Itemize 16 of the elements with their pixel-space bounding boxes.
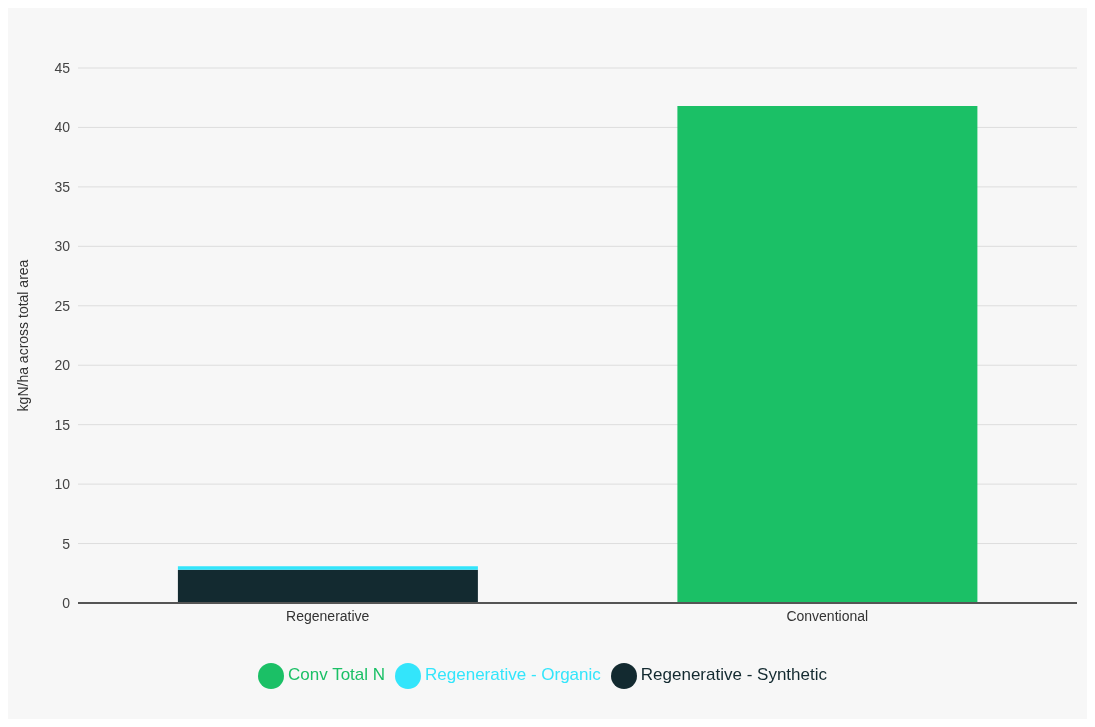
y-tick-label: 15: [54, 416, 71, 433]
y-axis-title: kgN/ha across total area: [14, 259, 31, 412]
y-tick-label: 30: [54, 238, 71, 255]
legend-label: Regenerative - Organic: [425, 665, 601, 685]
y-tick-label: 35: [54, 178, 71, 195]
y-tick-label: 45: [54, 59, 71, 76]
y-tick-label: 20: [54, 357, 71, 374]
legend-label: Conv Total N: [288, 665, 386, 685]
legend-label: Regenerative - Synthetic: [640, 665, 827, 685]
x-tick-label: Regenerative: [286, 607, 370, 624]
y-tick-label: 5: [62, 535, 71, 552]
y-tick-label: 25: [54, 297, 71, 314]
x-tick-label: Conventional: [786, 607, 869, 624]
y-tick-label: 40: [54, 119, 71, 136]
y-tick-label: 0: [62, 594, 71, 611]
y-tick-label: 10: [54, 476, 71, 493]
